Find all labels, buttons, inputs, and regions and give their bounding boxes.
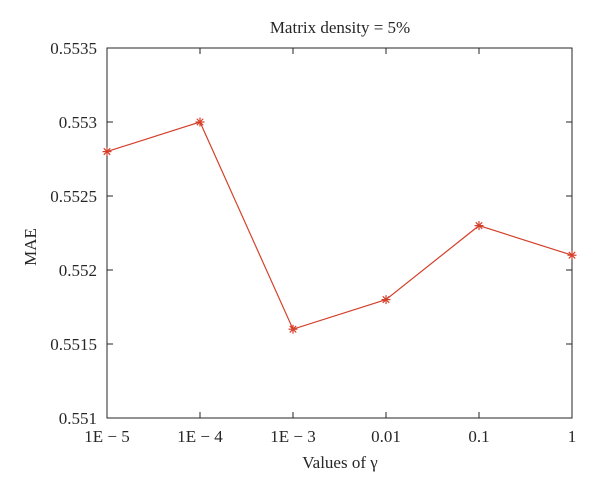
x-tick-label: 0.01	[371, 427, 401, 446]
y-tick-label: 0.553	[59, 113, 97, 132]
y-axis-ticks: 0.551 0.5515 0.552 0.5525 0.553 0.5535	[50, 39, 572, 428]
y-tick-label: 0.5525	[50, 187, 97, 206]
data-point-marker	[474, 221, 484, 231]
axes-frame	[106, 47, 573, 419]
x-tick-label: 0.1	[468, 427, 489, 446]
data-point-marker	[195, 117, 205, 127]
x-axis-ticks: 1E − 5 1E − 4 1E − 3 0.01 0.1 1	[84, 48, 576, 446]
x-axis-label: Values of γ	[302, 453, 378, 472]
chart-title: Matrix density = 5%	[270, 18, 410, 37]
x-tick-label: 1E − 3	[270, 427, 315, 446]
y-tick-label: 0.551	[59, 409, 97, 428]
x-tick-label: 1	[568, 427, 577, 446]
y-tick-label: 0.5535	[50, 39, 97, 58]
data-point-marker	[381, 295, 391, 305]
data-point-marker	[102, 147, 112, 157]
plot-area-border	[106, 47, 573, 419]
series-layer	[102, 117, 577, 334]
x-tick-label: 1E − 4	[177, 427, 223, 446]
series-line	[106, 121, 573, 330]
x-tick-label: 1E − 5	[84, 427, 129, 446]
y-axis-label: MAE	[21, 228, 40, 266]
data-point-marker	[288, 324, 298, 334]
y-tick-label: 0.552	[59, 261, 97, 280]
data-point-marker	[567, 250, 577, 260]
y-tick-label: 0.5515	[50, 335, 97, 354]
